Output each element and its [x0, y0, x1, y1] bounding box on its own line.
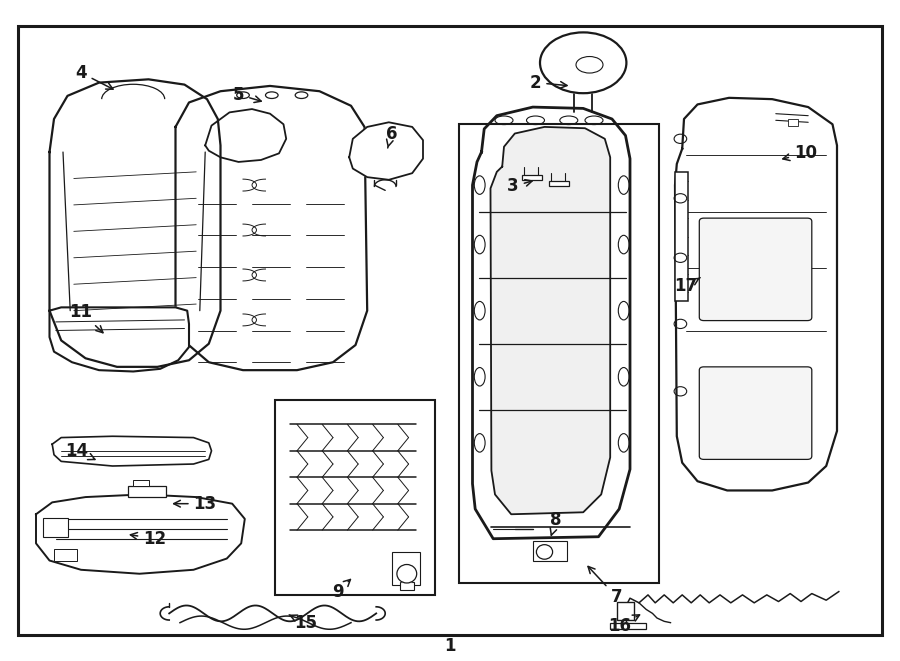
Polygon shape — [491, 127, 610, 514]
Ellipse shape — [540, 32, 626, 93]
Bar — [128, 486, 166, 497]
Bar — [788, 119, 798, 126]
Polygon shape — [675, 98, 837, 490]
Bar — [533, 541, 567, 561]
Bar — [617, 602, 634, 620]
Text: 9: 9 — [332, 580, 350, 601]
Ellipse shape — [295, 92, 308, 98]
Polygon shape — [50, 79, 220, 367]
Ellipse shape — [266, 92, 278, 98]
Text: 7: 7 — [588, 566, 622, 606]
Polygon shape — [472, 107, 630, 539]
Text: 17: 17 — [674, 277, 700, 295]
Text: 1: 1 — [445, 637, 455, 656]
Bar — [675, 172, 688, 301]
Polygon shape — [36, 494, 245, 574]
Bar — [54, 549, 76, 561]
Text: 11: 11 — [69, 303, 103, 332]
Text: 6: 6 — [386, 124, 397, 148]
Text: 16: 16 — [608, 615, 640, 635]
Polygon shape — [176, 86, 367, 370]
Polygon shape — [205, 109, 286, 162]
Ellipse shape — [397, 564, 417, 583]
Polygon shape — [349, 122, 423, 180]
Bar — [43, 518, 68, 537]
Text: 2: 2 — [530, 73, 567, 92]
Text: 12: 12 — [130, 529, 166, 548]
Bar — [610, 623, 646, 629]
Text: 10: 10 — [783, 144, 817, 163]
Bar — [133, 480, 149, 486]
FancyBboxPatch shape — [699, 218, 812, 321]
Bar — [274, 400, 435, 595]
Text: 5: 5 — [233, 85, 261, 104]
Text: 4: 4 — [76, 63, 113, 89]
Bar — [522, 175, 542, 180]
Bar — [392, 552, 420, 585]
Bar — [549, 181, 569, 186]
Text: 14: 14 — [65, 442, 94, 460]
Text: 8: 8 — [550, 511, 562, 535]
Text: 3: 3 — [508, 177, 532, 196]
Bar — [400, 582, 414, 590]
Bar — [459, 124, 659, 583]
Polygon shape — [50, 307, 189, 371]
Ellipse shape — [237, 92, 249, 98]
Polygon shape — [52, 436, 212, 466]
FancyBboxPatch shape — [699, 367, 812, 459]
Ellipse shape — [536, 545, 553, 559]
Text: 13: 13 — [174, 494, 217, 513]
Text: 15: 15 — [289, 613, 318, 632]
